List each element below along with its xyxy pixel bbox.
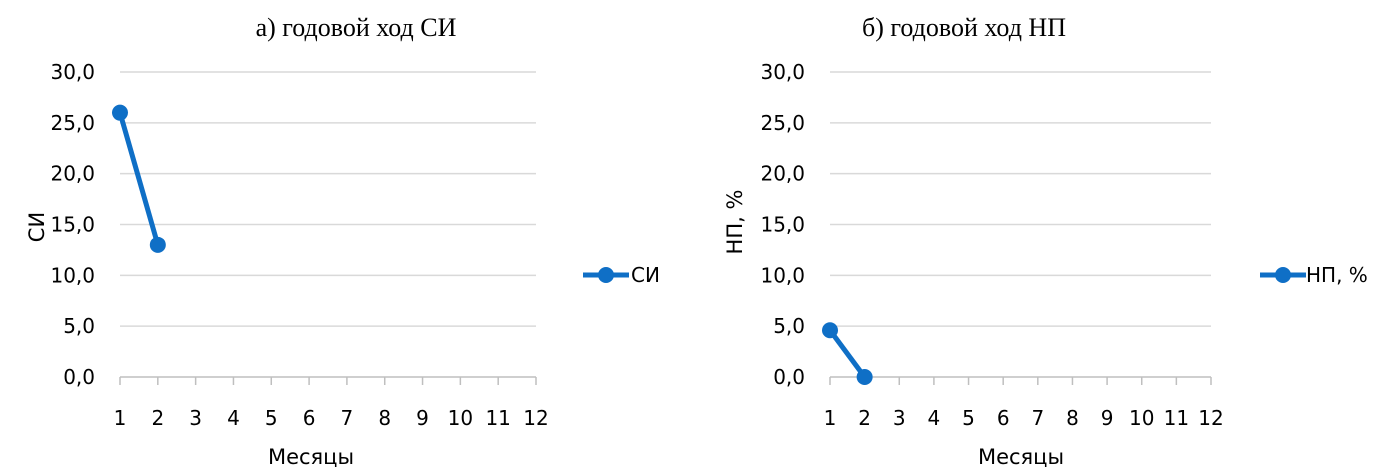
chart-a-y-tick-label: 25,0 (50, 111, 95, 135)
chart-a-title: а) годовой ход СИ (256, 13, 457, 42)
chart-a-x-tick-label: 10 (448, 406, 473, 430)
chart-a: а) годовой ход СИ 0,0 5,0 10,0 15,0 20,0 25,0… (25, 13, 660, 469)
chart-b-x-tick-label: 9 (1101, 406, 1114, 430)
chart-b-title: б) годовой ход НП (862, 13, 1066, 42)
chart-b-data-point (822, 322, 838, 339)
chart-b-x-tick-label: 1 (824, 406, 837, 430)
chart-b-x-tick-label: 6 (997, 406, 1010, 430)
chart-a-x-tick-label: 11 (485, 406, 510, 430)
chart-b-y-tick-labels: 0,0 5,0 10,0 15,0 20,0 25,0 30,0 (760, 60, 805, 389)
chart-a-x-axis (119, 376, 537, 385)
chart-b-x-tick-label: 3 (893, 406, 906, 430)
chart-a-y-tick-label: 20,0 (50, 162, 95, 186)
chart-a-y-tick-labels: 0,0 5,0 10,0 15,0 20,0 25,0 30,0 (50, 60, 95, 389)
chart-b-x-tick-label: 11 (1164, 406, 1189, 430)
chart-a-y-tick-label: 5,0 (63, 314, 95, 338)
chart-a-y-tick-label: 0,0 (63, 365, 95, 389)
chart-a-data-point (149, 236, 166, 253)
chart-b-x-axis (829, 376, 1212, 385)
chart-a-series-line (117, 111, 161, 246)
chart-b-legend: НП, % (1260, 263, 1368, 287)
chart-b-x-tick-label: 4 (928, 406, 941, 430)
chart-b-x-axis-label: Месяцы (978, 445, 1064, 469)
chart-a-data-point (112, 104, 128, 121)
chart-b-x-tick-label: 5 (962, 406, 975, 430)
chart-b-data-point (856, 369, 873, 385)
chart-b-x-tick-label: 2 (858, 406, 871, 430)
chart-b-y-tick-label: 20,0 (760, 162, 805, 186)
chart-b-y-tick-label: 5,0 (773, 314, 805, 338)
chart-a-x-tick-label: 9 (416, 406, 429, 430)
chart-b-series (822, 322, 873, 385)
chart-a-y-axis-label: СИ (25, 212, 49, 242)
chart-b-y-tick-label: 25,0 (760, 111, 805, 135)
chart-a-y-tick-label: 10,0 (50, 263, 95, 287)
chart-b-x-tick-label: 12 (1198, 406, 1223, 430)
chart-b: б) годовой ход НП 0,0 5,0 10,0 15,0 20,0 25,0… (723, 13, 1368, 469)
chart-a-legend-label: СИ (631, 263, 660, 287)
chart-a-x-tick-label: 2 (151, 406, 164, 430)
chart-b-x-tick-label: 10 (1129, 406, 1154, 430)
chart-a-gridlines (120, 71, 536, 327)
chart-b-y-tick-label: 15,0 (760, 213, 805, 237)
chart-b-x-tick-label: 7 (1031, 406, 1044, 430)
chart-a-x-axis-label: Месяцы (268, 445, 354, 469)
chart-a-x-tick-label: 5 (265, 406, 278, 430)
chart-a-x-tick-label: 3 (189, 406, 202, 430)
chart-a-x-tick-label: 7 (341, 406, 354, 430)
chart-a-x-tick-label: 4 (227, 406, 240, 430)
chart-b-gridlines (830, 71, 1211, 327)
chart-b-legend-label: НП, % (1306, 263, 1368, 287)
chart-b-y-tick-label: 10,0 (760, 263, 805, 287)
chart-a-x-tick-label: 1 (114, 406, 127, 430)
chart-a-legend-marker (598, 267, 614, 283)
chart-b-legend-marker (1275, 267, 1291, 283)
chart-a-y-tick-label: 15,0 (50, 213, 95, 237)
chart-a-x-tick-label: 12 (523, 406, 548, 430)
chart-b-series-line (827, 328, 867, 379)
chart-b-y-tick-label: 30,0 (760, 60, 805, 84)
chart-a-y-tick-label: 30,0 (50, 60, 95, 84)
chart-a-x-tick-label: 6 (303, 406, 316, 430)
chart-a-series (112, 104, 166, 253)
chart-a-x-tick-labels: 1 2 3 4 5 6 7 8 9 10 11 12 (114, 406, 549, 430)
chart-a-legend: СИ (583, 263, 660, 287)
chart-b-x-tick-label: 8 (1066, 406, 1079, 430)
chart-b-y-axis-label: НП, % (723, 190, 747, 255)
chart-b-y-tick-label: 0,0 (773, 365, 805, 389)
chart-b-x-tick-labels: 1 2 3 4 5 6 7 8 9 10 11 12 (824, 406, 1224, 430)
chart-a-x-tick-label: 8 (378, 406, 391, 430)
